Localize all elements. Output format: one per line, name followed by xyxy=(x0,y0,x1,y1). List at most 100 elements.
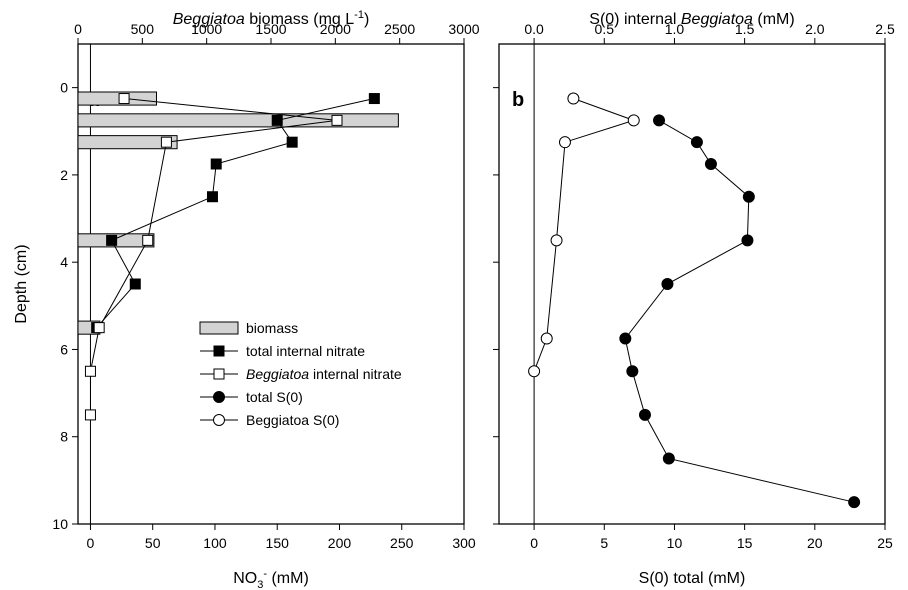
biomass-bars xyxy=(77,91,399,335)
total-s0-point xyxy=(690,136,703,149)
legend-marker-total-s0 xyxy=(213,391,225,403)
label-part: (mM) xyxy=(753,11,795,28)
total-s0-line xyxy=(624,119,855,503)
top-tick-label: 2.5 xyxy=(875,21,895,37)
biomass-bar xyxy=(77,135,178,150)
bottom-tick-label: 5 xyxy=(600,535,608,551)
top-tick-label: 1500 xyxy=(255,21,286,37)
total-internal-nitrate-point xyxy=(106,234,118,246)
panel-a-y-ticks: 0 2 4 6 8 10 xyxy=(52,80,78,532)
label-sup: -1 xyxy=(354,9,364,21)
top-tick-label: 2000 xyxy=(320,21,351,37)
bottom-tick-label: 200 xyxy=(328,535,352,551)
panel-b-frame xyxy=(498,43,886,525)
top-tick-label: 500 xyxy=(131,21,155,37)
beggiatoa-internal-nitrate-point xyxy=(93,322,105,334)
label-part: ) xyxy=(364,11,369,28)
label-part: internal nitrate xyxy=(309,366,402,382)
beggiatoa-s0-point xyxy=(627,114,640,127)
beggiatoa-internal-nitrate-point xyxy=(160,136,172,148)
total-s0-point xyxy=(704,158,717,170)
top-tick-label: 3000 xyxy=(448,21,479,37)
total-internal-nitrate-point xyxy=(206,191,218,203)
beggiatoa-internal-nitrate-point xyxy=(331,114,343,126)
beggiatoa-s0-point xyxy=(540,332,553,345)
total-s0-point xyxy=(653,114,666,127)
legend-marker-biomass xyxy=(199,321,239,335)
beggiatoa-s0-point xyxy=(550,234,563,247)
biomass-bar xyxy=(77,113,399,128)
beggiatoa-s0-line xyxy=(533,98,636,372)
label-part: Beggiatoa xyxy=(681,11,753,28)
bottom-tick-label: 300 xyxy=(452,535,476,551)
bottom-tick-label: 100 xyxy=(203,535,227,551)
total-s0-point xyxy=(662,452,675,465)
label-sub: 3 xyxy=(257,579,263,590)
label-part: biomass (mg L xyxy=(245,11,354,28)
bottom-tick-label: 20 xyxy=(807,535,823,551)
legend-label-beggiatoa-s0: Beggiatoa S(0) xyxy=(246,412,339,428)
panel-a-bottom-axis-label: NO3- (mM) xyxy=(233,568,309,590)
y-tick-label: 2 xyxy=(60,167,68,183)
label-part: Beggiatoa xyxy=(173,11,245,28)
total-s0-point xyxy=(638,408,651,421)
panel-b-bottom-axis-label: S(0) total (mM) xyxy=(639,570,746,587)
bottom-tick-label: 10 xyxy=(667,535,683,551)
beggiatoa-internal-nitrate-point xyxy=(84,365,96,377)
bottom-tick-label: 15 xyxy=(737,535,753,551)
legend-label-biomass: biomass xyxy=(246,320,298,336)
label-part: NO xyxy=(233,570,257,587)
legend-label-total-nitrate: total internal nitrate xyxy=(246,343,365,359)
panel-b: b S(0) internal Beggiatoa (mM) S(0) tota… xyxy=(493,11,895,587)
bottom-tick-label: 0 xyxy=(87,535,95,551)
top-tick-label: 0 xyxy=(74,21,82,37)
panel-b-top-axis-label: S(0) internal Beggiatoa (mM) xyxy=(589,11,794,28)
beggiatoa-internal-nitrate-point xyxy=(84,409,96,421)
total-internal-nitrate-point xyxy=(271,114,283,126)
total-internal-nitrate-point xyxy=(210,158,222,170)
y-tick-label: 8 xyxy=(60,429,68,445)
total-s0-point xyxy=(661,278,674,290)
beggiatoa-s0-point xyxy=(528,365,541,378)
top-tick-label: 0.5 xyxy=(595,21,615,37)
bottom-tick-label: 50 xyxy=(145,535,161,551)
beggiatoa-s0-point xyxy=(558,136,571,149)
panel-b-label: b xyxy=(512,89,524,111)
panel-b-bottom-ticks: 0 5 10 15 20 25 xyxy=(530,524,893,551)
panel-b-top-ticks: 0.0 0.5 1.0 1.5 2.0 2.5 xyxy=(524,21,895,44)
total-internal-nitrate-point xyxy=(368,93,380,105)
legend-label-total-s0: total S(0) xyxy=(246,389,303,405)
legend-marker-beggiatoa-s0 xyxy=(213,414,225,426)
beggiatoa-internal-nitrate-point xyxy=(118,93,130,105)
panel-b-y-ticks xyxy=(493,87,499,525)
label-sup: - xyxy=(263,568,267,580)
y-tick-label: 4 xyxy=(60,254,68,270)
legend: biomass total internal nitrate Beggiatoa… xyxy=(199,320,402,428)
panel-a: a Beggiatoa biomass (mg L-1) NO3- (mM) D… xyxy=(13,9,480,590)
label-part: Beggiatoa xyxy=(246,366,309,382)
panel-a-series xyxy=(84,93,380,421)
total-s0-point xyxy=(619,332,632,345)
total-s0-point xyxy=(848,496,861,509)
label-part: (mM) xyxy=(267,570,309,587)
top-tick-label: 1.0 xyxy=(665,21,685,37)
panel-a-top-axis-label: Beggiatoa biomass (mg L-1) xyxy=(173,9,370,28)
bottom-tick-label: 25 xyxy=(877,535,893,551)
bottom-tick-label: 0 xyxy=(530,535,538,551)
top-tick-label: 1000 xyxy=(191,21,222,37)
beggiatoa-internal-nitrate-point xyxy=(142,234,154,246)
total-s0-point xyxy=(626,365,639,378)
legend-marker-total-nitrate xyxy=(213,345,225,357)
y-tick-label: 6 xyxy=(60,341,68,357)
beggiatoa-s0-point xyxy=(567,92,580,105)
panel-a-top-ticks: 0 500 1000 1500 2000 2500 3000 xyxy=(74,21,480,44)
panel-b-series xyxy=(528,92,861,509)
bottom-tick-label: 250 xyxy=(390,535,414,551)
top-tick-label: 1.5 xyxy=(735,21,755,37)
legend-marker-beggiatoa-nitrate xyxy=(213,368,225,380)
bottom-tick-label: 150 xyxy=(266,535,290,551)
total-s0-point xyxy=(741,234,754,247)
y-tick-label: 10 xyxy=(52,516,68,532)
top-tick-label: 2.0 xyxy=(805,21,825,37)
top-tick-label: 0.0 xyxy=(524,21,544,37)
